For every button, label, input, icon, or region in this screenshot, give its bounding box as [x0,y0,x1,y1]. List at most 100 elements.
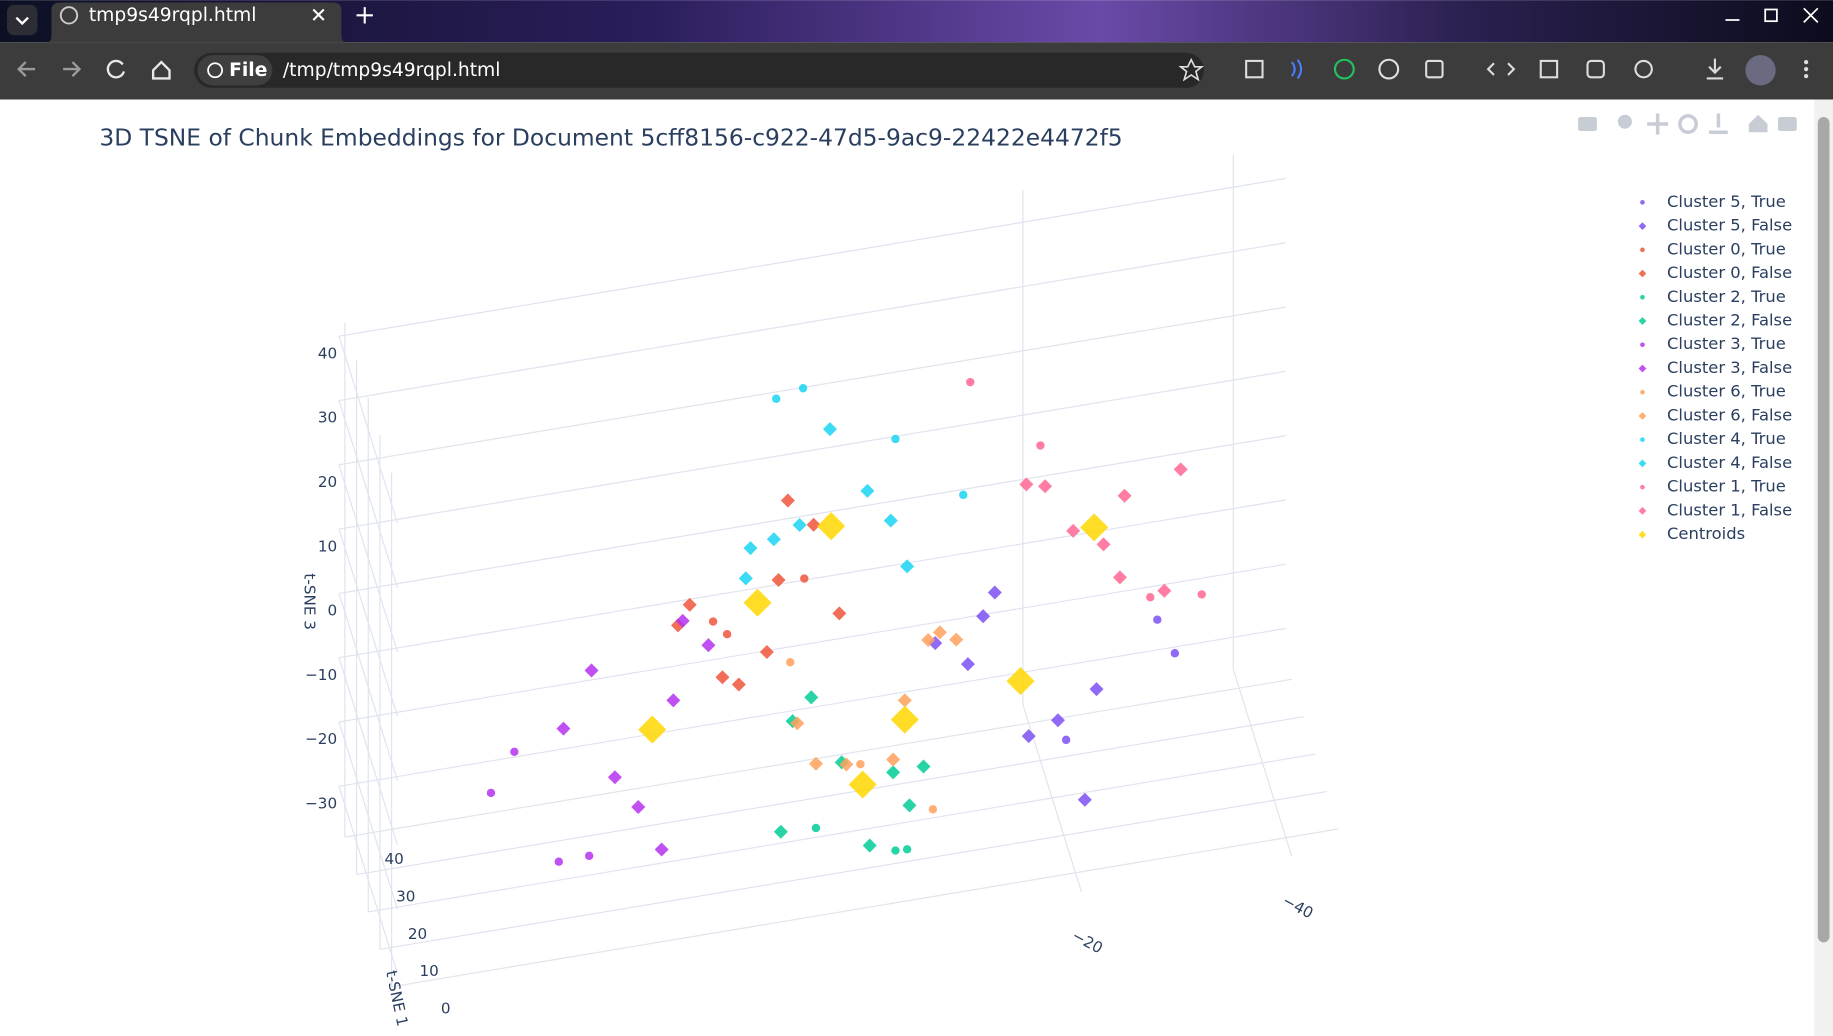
data-point [786,658,795,667]
modebar-zoom[interactable] [1617,114,1632,129]
data-point [1173,462,1188,477]
legend-label[interactable]: Cluster 0, False [1667,263,1792,282]
extension-icon[interactable] [1333,58,1355,80]
data-point [1096,537,1111,552]
data-point [607,770,622,785]
data-point [1038,479,1053,494]
data-point [738,571,753,586]
z-tick-label: 20 [318,473,337,491]
data-point [772,394,781,403]
legend-label[interactable]: Cluster 3, False [1667,358,1792,377]
data-point [902,798,917,813]
data-point [584,663,599,678]
data-point [780,493,795,508]
data-point [759,644,774,659]
reload-button[interactable] [106,59,126,79]
legend-label[interactable]: Cluster 1, True [1667,477,1786,496]
data-point [848,770,877,799]
z-axis-title: t-SNE 3 [301,573,319,630]
data-point [891,434,900,444]
legend-marker [1638,459,1647,468]
legend-label[interactable]: Cluster 4, False [1667,453,1792,472]
modebar-home[interactable] [1748,114,1768,133]
legend-label[interactable]: Cluster 6, True [1667,382,1786,401]
extension-icon[interactable] [1245,59,1264,79]
data-point [832,606,847,621]
restore-button[interactable] [1764,8,1778,23]
profile-avatar[interactable] [1745,55,1776,86]
data-point [900,559,915,574]
data-point [856,759,865,769]
legend-label[interactable]: Cluster 1, False [1667,500,1792,519]
history-button[interactable] [1634,59,1653,79]
legend-label[interactable]: Cluster 0, True [1667,239,1786,258]
close-window-button[interactable] [1803,7,1819,23]
z-tick-label: −10 [305,666,337,684]
menu-button[interactable] [1804,59,1809,79]
data-point [682,597,697,612]
data-point [960,657,975,672]
modebar-camera-reset[interactable] [1778,117,1797,132]
grid-line [338,499,1287,659]
legend-label[interactable]: Cluster 5, True [1667,192,1786,211]
modebar-camera[interactable] [1578,117,1597,132]
data-point [1146,593,1155,602]
modebar [1578,113,1797,135]
data-point [708,617,718,626]
data-point [883,513,898,528]
tab-close[interactable] [312,8,325,21]
legend-marker [1640,389,1645,395]
data-point [1089,682,1104,697]
grid-line [338,627,1287,787]
data-point [966,377,975,387]
extension-icon[interactable] [1378,58,1400,80]
data-point [932,625,947,640]
active-tab[interactable] [46,2,347,43]
grid-line [391,828,1339,988]
grid-line [338,370,1287,530]
legend-label[interactable]: Cluster 5, False [1667,216,1792,235]
data-point [1061,735,1071,745]
data-point [886,752,901,767]
forward-button[interactable] [63,61,82,77]
y-tick-label: −40 [1279,891,1316,922]
scrollbar-thumb[interactable] [1817,117,1830,943]
grid-line [379,790,1327,950]
modebar-turntable[interactable] [1709,113,1728,134]
new-tab-button[interactable] [356,7,373,24]
modebar-orbit[interactable] [1678,114,1698,134]
extension-icon[interactable] [1290,59,1303,80]
data-point [1117,488,1132,503]
screenshot-button[interactable] [1586,59,1605,79]
data-point [510,747,519,757]
data-point [1077,792,1092,807]
legend-label[interactable]: Cluster 4, True [1667,429,1786,448]
z-tick-label: −30 [305,794,337,812]
legend-marker [1640,484,1645,490]
data-point [886,765,901,780]
legend-label[interactable]: Cluster 6, False [1667,405,1792,424]
download-button[interactable] [1706,58,1724,80]
legend-marker [1640,437,1645,442]
legend-label[interactable]: Cluster 3, True [1667,334,1786,353]
back-button[interactable] [17,61,36,77]
legend-label[interactable]: Cluster 2, True [1667,287,1786,306]
data-point [631,799,646,814]
tab-title: tmp9s49rqpl.html [89,5,257,26]
tab-menu-button[interactable] [7,4,38,36]
extensions-button[interactable] [1425,59,1444,79]
side-panel-button[interactable] [1539,59,1559,79]
y-tick-label: −20 [1069,926,1106,957]
legend-label[interactable]: Centroids [1667,524,1745,543]
bookmark-star[interactable] [1178,57,1205,82]
address-bar[interactable] [194,52,1205,88]
legend-marker [1638,222,1647,230]
legend-marker [1640,294,1645,300]
data-point [743,588,772,617]
home-button[interactable] [151,60,171,80]
data-point [822,422,838,437]
legend-label[interactable]: Cluster 2, False [1667,311,1792,330]
modebar-pan[interactable] [1647,113,1669,135]
devtools-button[interactable] [1486,62,1516,76]
